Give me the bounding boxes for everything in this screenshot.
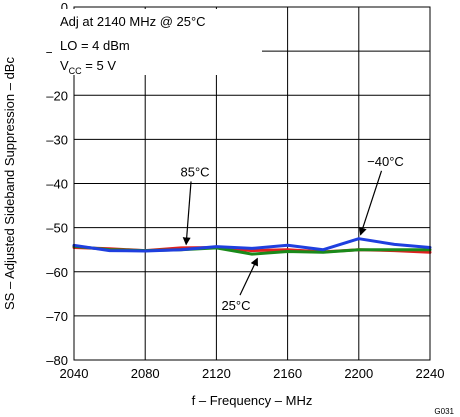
tick-labels: 2040208021202160220022400–10–20–30–40–50… bbox=[46, 0, 444, 381]
y-axis-label: SS – Adjusted Sideband Suppression – dBc bbox=[2, 57, 17, 310]
annotation-label: 25°C bbox=[221, 298, 250, 313]
annotation-label: −40°C bbox=[367, 154, 404, 169]
x-tick-label: 2120 bbox=[202, 366, 231, 381]
condition-vcc-suffix: = 5 V bbox=[82, 58, 117, 73]
condition-vcc-subscript: CC bbox=[69, 66, 82, 76]
condition-vcc: VCC = 5 V bbox=[60, 58, 116, 76]
annotation-label: 85°C bbox=[181, 164, 210, 179]
y-tick-label: –30 bbox=[46, 132, 68, 147]
conditions-box-background bbox=[52, 9, 262, 75]
plot-area-frame bbox=[73, 6, 431, 361]
annotation-arrow bbox=[182, 181, 192, 246]
x-tick-label: 2200 bbox=[344, 366, 373, 381]
y-tick-label: –70 bbox=[46, 309, 68, 324]
condition-vcc-prefix: V bbox=[60, 58, 69, 73]
figure-id: G031 bbox=[434, 407, 454, 416]
annotation-arrow bbox=[358, 170, 383, 236]
y-tick-label: 0 bbox=[61, 0, 68, 15]
annotation-arrow bbox=[239, 257, 258, 296]
series-line bbox=[72, 237, 432, 253]
x-tick-label: 2080 bbox=[131, 366, 160, 381]
y-tick-label: –40 bbox=[46, 177, 68, 192]
series-lines bbox=[72, 237, 432, 256]
series-annotations: 85°C 25°C −40°C bbox=[181, 154, 404, 313]
y-tick-label: –50 bbox=[46, 221, 68, 236]
condition-lo: LO = 4 dBm bbox=[60, 38, 130, 53]
x-axis-label: f – Frequency – MHz bbox=[192, 393, 313, 408]
y-tick-label: –60 bbox=[46, 265, 68, 280]
condition-adj: Adj at 2140 MHz @ 25°C bbox=[60, 14, 206, 29]
x-tick-label: 2240 bbox=[416, 366, 445, 381]
y-tick-label: –80 bbox=[46, 353, 68, 368]
y-tick-label: –20 bbox=[46, 88, 68, 103]
x-tick-label: 2040 bbox=[60, 366, 89, 381]
x-tick-label: 2160 bbox=[273, 366, 302, 381]
